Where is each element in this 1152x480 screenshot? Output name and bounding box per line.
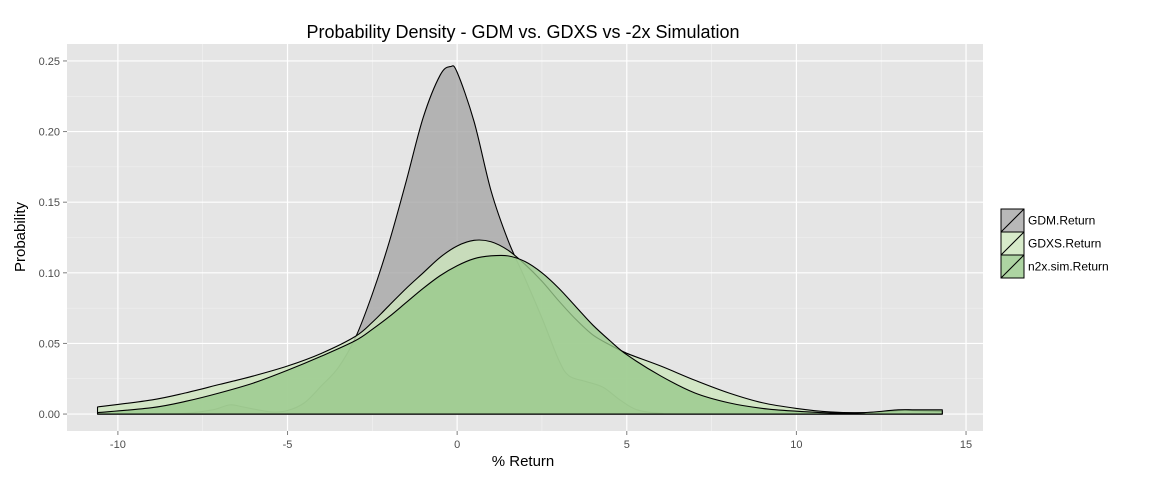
- legend: GDM.Return GDXS.Return n2x.sim.Return: [1000, 208, 1109, 279]
- legend-key-slash: [1000, 254, 1025, 279]
- legend-label-gdm-return: GDM.Return: [1028, 214, 1095, 228]
- x-tick-label: -10: [110, 439, 126, 451]
- x-tick-label: 10: [790, 439, 802, 451]
- y-tick-label: 0.10: [39, 268, 60, 280]
- legend-key-slash: [1000, 231, 1025, 256]
- legend-label-gdxs-return: GDXS.Return: [1028, 237, 1101, 251]
- y-axis-ticks: 0.00 0.05 0.10 0.15 0.20 0.25: [39, 56, 67, 421]
- legend-label-n2x-sim-return: n2x.sim.Return: [1028, 260, 1109, 274]
- y-tick-label: 0.20: [39, 127, 60, 139]
- density-areas: [96, 65, 943, 415]
- x-tick-label: -5: [283, 439, 293, 451]
- y-tick-label: 0.05: [39, 338, 60, 350]
- x-axis-title: % Return: [492, 453, 555, 470]
- y-tick-label: 0.25: [39, 56, 60, 68]
- x-axis-ticks: -10 -5 0 5 10 15: [110, 431, 972, 451]
- legend-key-slash: [1000, 208, 1025, 233]
- y-tick-label: 0.00: [39, 409, 60, 421]
- y-axis-title: Probability: [12, 201, 29, 272]
- chart-title: Probability Density - GDM vs. GDXS vs -2…: [306, 22, 739, 42]
- x-tick-label: 0: [454, 439, 460, 451]
- x-tick-label: 15: [960, 439, 972, 451]
- x-tick-label: 5: [624, 439, 630, 451]
- density-area-n2x-sim-return: [96, 254, 943, 415]
- y-tick-label: 0.15: [39, 197, 60, 209]
